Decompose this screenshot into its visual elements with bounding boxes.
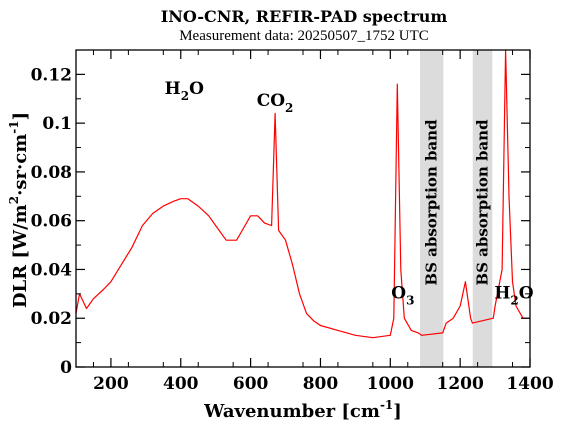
x-tick-label: 1200 xyxy=(436,374,483,394)
x-tick-label: 600 xyxy=(233,374,269,394)
shaded-band-1 xyxy=(472,50,493,367)
series-line-0 xyxy=(75,49,530,339)
annotation-0: H2O xyxy=(165,79,204,103)
shaded-regions: BS absorption band BS absorption band xyxy=(419,50,493,367)
x-tick-label: 1400 xyxy=(506,374,553,394)
y-axis-ticks: 0 0.02 0.04 0.06 0.08 0.1 0.12 xyxy=(31,65,530,378)
y-tick-label: 0.02 xyxy=(31,309,72,329)
y-axis-label-main: DLR [W/m xyxy=(10,204,31,308)
annotation-2: O3 xyxy=(391,284,414,308)
spectrum-series xyxy=(75,49,530,339)
x-tick-label: 200 xyxy=(93,374,129,394)
y-tick-label: 0.04 xyxy=(31,260,73,280)
annotation-1: CO2 xyxy=(257,91,294,115)
shaded-band-0 xyxy=(419,50,444,367)
y-axis-label-mid: ·sr·cm xyxy=(10,134,31,196)
annotation-3: H2O xyxy=(494,284,533,308)
y-axis-label-end: ] xyxy=(10,112,31,121)
x-axis-label-end: ] xyxy=(393,401,402,422)
x-axis-ticks: 200 400 600 800 1000 1200 1400 xyxy=(92,50,554,394)
x-axis-label-main: Wavenumber [cm xyxy=(203,401,380,422)
y-tick-label: 0.08 xyxy=(31,163,72,183)
shaded-band-label-0: BS absorption band xyxy=(423,119,441,286)
x-tick-label: 1000 xyxy=(367,374,414,394)
y-tick-label: 0.1 xyxy=(42,114,72,134)
chart-subtitle: Measurement data: 20250507_1752 UTC xyxy=(179,28,429,44)
chart-title: INO-CNR, REFIR-PAD spectrum xyxy=(161,7,448,26)
y-tick-label: 0.12 xyxy=(31,65,72,85)
y-tick-label: 0.06 xyxy=(31,212,72,232)
x-tick-label: 400 xyxy=(163,374,199,394)
y-axis-label: DLR [W/m2·sr·cm-1] xyxy=(7,112,31,308)
x-tick-label: 800 xyxy=(303,374,339,394)
y-tick-label: 0 xyxy=(60,358,72,378)
plot-frame xyxy=(75,49,531,368)
y-axis-label-sup: 2 xyxy=(7,196,21,204)
shaded-band-label-1: BS absorption band xyxy=(474,119,492,286)
x-axis-label-sup: -1 xyxy=(380,398,393,412)
x-axis-label: Wavenumber [cm-1] xyxy=(203,398,402,422)
y-axis-label-sup2: -1 xyxy=(7,120,21,133)
